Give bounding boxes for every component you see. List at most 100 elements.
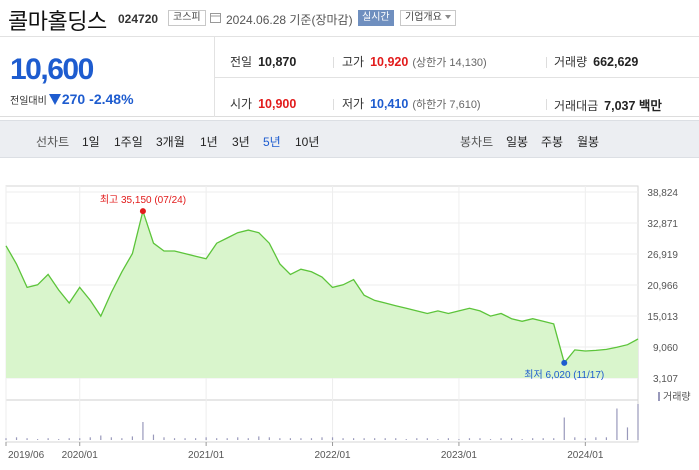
high-value: 10,920 bbox=[370, 55, 409, 69]
company-info-dropdown[interactable]: 기업개요 bbox=[400, 10, 456, 26]
low-label: 저가 bbox=[342, 97, 365, 111]
y-tick-label: 20,966 bbox=[647, 281, 678, 292]
separator bbox=[546, 99, 547, 110]
tab-1w[interactable]: 1주일 bbox=[114, 135, 143, 149]
x-tick-label: 2024/01 bbox=[567, 450, 604, 461]
volume-bar bbox=[595, 437, 597, 440]
volume-bar bbox=[542, 438, 544, 440]
volume-bar bbox=[68, 438, 70, 440]
volume-bar bbox=[300, 438, 302, 440]
trade-amount: 거래대금 7,037 백만 bbox=[554, 95, 662, 114]
volume: 거래량 662,629 bbox=[554, 53, 638, 70]
volume-legend-swatch bbox=[658, 392, 660, 401]
line-chart-label: 선차트 bbox=[36, 135, 70, 149]
amount-value: 7,037 백만 bbox=[604, 99, 662, 113]
volume-bar bbox=[416, 438, 418, 440]
volume-bar bbox=[142, 422, 144, 440]
company-info-label: 기업개요 bbox=[405, 12, 442, 23]
volume-bar bbox=[626, 427, 629, 440]
stock-code: 024720 bbox=[118, 12, 159, 26]
volume-bar bbox=[268, 437, 270, 440]
tab-daily[interactable]: 일봉 bbox=[506, 135, 529, 149]
volume-bar bbox=[405, 439, 407, 440]
x-tick-label: 2020/01 bbox=[62, 450, 99, 461]
volume-bar bbox=[289, 438, 291, 440]
volume-bar bbox=[15, 437, 18, 440]
volume-bar bbox=[479, 438, 481, 440]
prev-close-label: 전일 bbox=[230, 55, 253, 69]
high-label: 고가 bbox=[342, 55, 365, 69]
tab-3y[interactable]: 3년 bbox=[232, 135, 250, 149]
volume-bar bbox=[237, 437, 239, 440]
x-tick-label: 2023/01 bbox=[441, 450, 478, 461]
volume-bar bbox=[353, 438, 355, 440]
open-price: 시가 10,900 bbox=[230, 95, 296, 112]
quote-panel: 10,600 전일대비 270 -2.48% 전일 10,870 고가 10,920 (상… bbox=[0, 37, 699, 117]
volume-bar bbox=[468, 438, 471, 440]
volume-bar bbox=[152, 434, 155, 440]
volume-bar bbox=[79, 438, 81, 440]
volume-bar bbox=[637, 404, 639, 440]
change-label: 전일대비 bbox=[10, 96, 47, 107]
tab-monthly[interactable]: 월봉 bbox=[577, 135, 600, 149]
volume-bar bbox=[447, 438, 449, 440]
high-price: 고가 10,920 (상한가 14,130) bbox=[342, 53, 487, 70]
min-label: 최저 6,020 (11/17) bbox=[524, 369, 604, 381]
price-chart: 38,824 32,871 26,919 20,966 15,013 9,060 3,107… bbox=[5, 185, 691, 461]
divider bbox=[215, 77, 699, 78]
x-tick-label: 2021/01 bbox=[188, 450, 225, 461]
tab-5y[interactable]: 5년 bbox=[263, 135, 281, 149]
change-percent: -2.48% bbox=[89, 91, 134, 107]
tab-10y[interactable]: 10년 bbox=[295, 135, 320, 149]
stock-header: 콜마홀딩스 024720 코스피 2024.06.28 기준(장마감) 실시간 … bbox=[0, 0, 699, 37]
chevron-down-icon bbox=[444, 15, 451, 20]
max-label: 최고 35,150 (07/24) bbox=[100, 194, 186, 206]
price-change: 전일대비 270 -2.48% bbox=[10, 91, 134, 107]
volume-bar bbox=[131, 436, 133, 440]
volume-bar bbox=[121, 438, 123, 440]
min-point bbox=[561, 359, 568, 366]
volume-bar bbox=[605, 437, 607, 440]
volume-bar bbox=[100, 435, 102, 440]
y-tick-label: 15,013 bbox=[647, 312, 678, 323]
volume-bar bbox=[563, 417, 565, 440]
volume-bar bbox=[384, 438, 386, 440]
open-label: 시가 bbox=[230, 97, 253, 111]
separator bbox=[333, 99, 334, 110]
calendar-icon bbox=[210, 13, 221, 23]
volume-bar bbox=[110, 437, 112, 440]
volume-bar bbox=[342, 438, 344, 440]
volume-bar bbox=[321, 437, 323, 440]
y-tick-label: 3,107 bbox=[653, 374, 678, 385]
volume-bar bbox=[226, 438, 228, 440]
volume-bar bbox=[426, 438, 428, 440]
prev-close: 전일 10,870 bbox=[230, 53, 296, 70]
max-point bbox=[139, 208, 146, 215]
candle-chart-label: 봉차트 bbox=[460, 135, 494, 149]
base-date: 2024.06.28 기준(장마감) bbox=[226, 13, 353, 27]
prev-close-value: 10,870 bbox=[258, 55, 297, 69]
current-price: 10,600 bbox=[10, 53, 94, 86]
realtime-button[interactable]: 실시간 bbox=[358, 10, 394, 26]
tab-1y[interactable]: 1년 bbox=[200, 135, 218, 149]
volume-value: 662,629 bbox=[593, 55, 639, 69]
amount-label: 거래대금 bbox=[554, 99, 599, 113]
market-badge: 코스피 bbox=[168, 10, 206, 26]
lower-limit: (하한가 7,610) bbox=[412, 99, 481, 111]
volume-legend-label: 거래량 bbox=[663, 391, 691, 403]
volume-bar bbox=[184, 438, 186, 440]
tab-1d[interactable]: 1일 bbox=[82, 135, 100, 149]
volume-bar bbox=[511, 438, 513, 440]
volume-bar bbox=[47, 438, 49, 440]
volume-bar bbox=[5, 438, 7, 440]
tab-3m[interactable]: 3개월 bbox=[156, 135, 185, 149]
volume-bar bbox=[279, 438, 281, 440]
y-tick-label: 32,871 bbox=[647, 219, 678, 230]
x-tick-label: 2022/01 bbox=[314, 450, 351, 461]
volume-bar bbox=[437, 439, 439, 440]
volume-bar bbox=[521, 439, 523, 440]
tab-weekly[interactable]: 주봉 bbox=[541, 135, 564, 149]
volume-bar bbox=[258, 436, 260, 440]
volume-bar bbox=[616, 408, 618, 440]
separator bbox=[546, 57, 547, 68]
